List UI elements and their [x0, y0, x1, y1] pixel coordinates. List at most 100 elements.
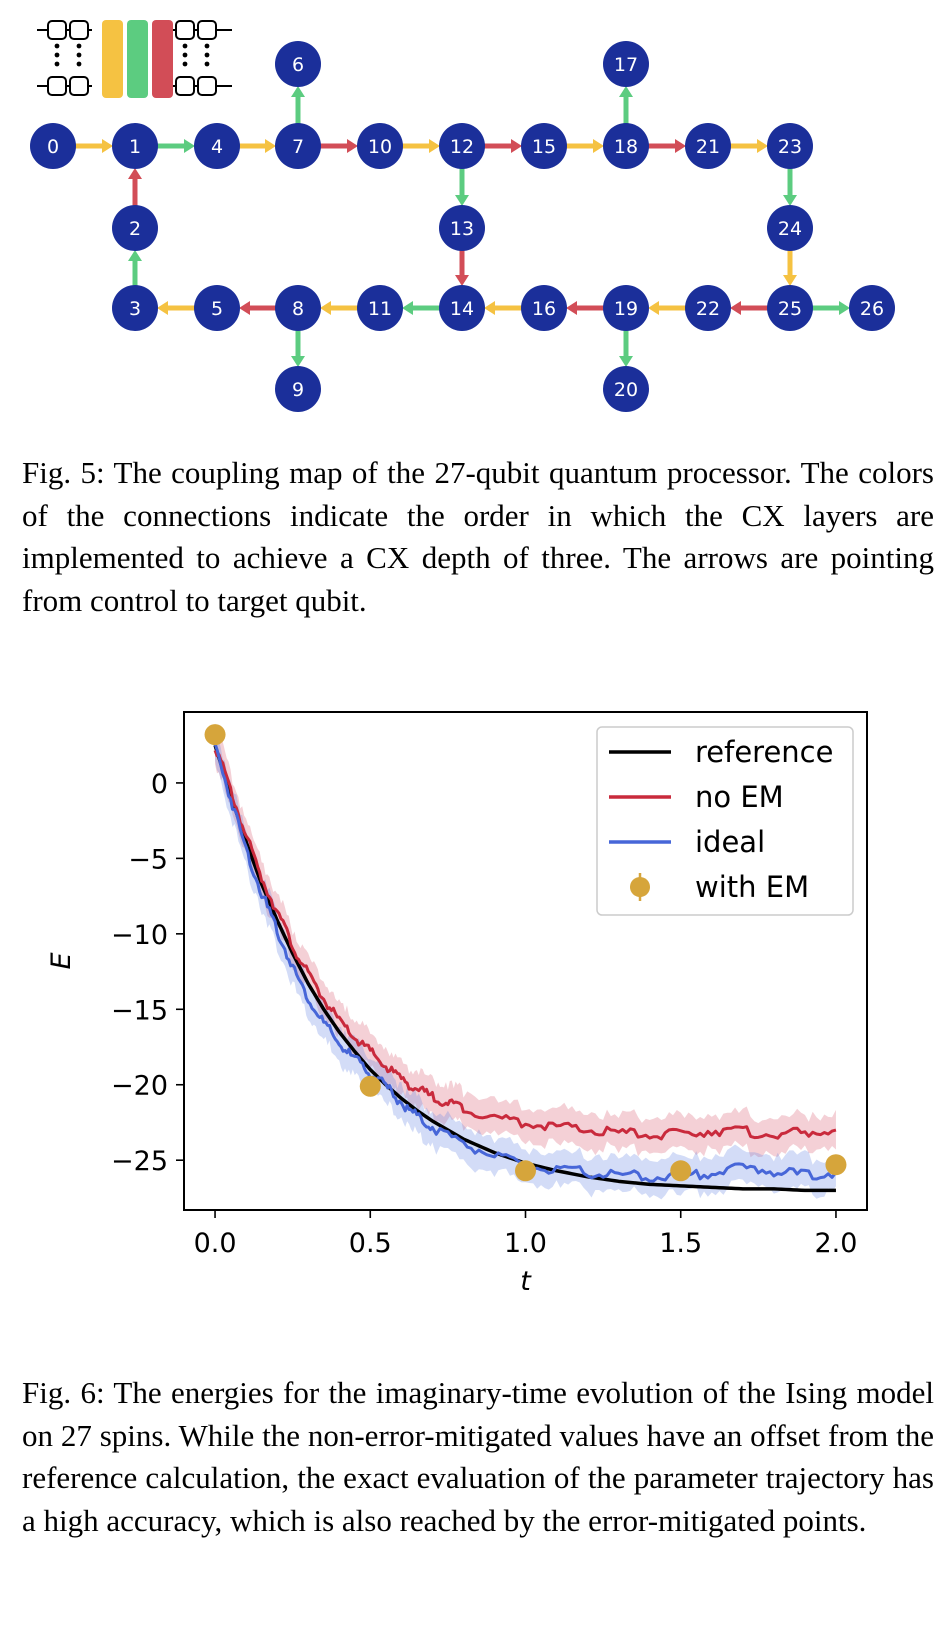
layer-bar-yellow — [102, 20, 123, 98]
qubit-node: 23 — [767, 123, 813, 169]
legend-label: no EM — [695, 780, 784, 814]
qubit-node: 25 — [767, 285, 813, 331]
qubit-node: 17 — [603, 41, 649, 87]
cx-layer-schematic — [37, 20, 232, 98]
qubit-label: 5 — [211, 298, 223, 320]
figure-6-caption: Fig. 6: The energies for the imaginary-t… — [22, 1375, 934, 1538]
series-line-reference — [213, 744, 836, 1193]
qubit-label: 14 — [450, 298, 474, 320]
chart-legend: reference no EM ideal with EM — [596, 726, 854, 916]
coupling-arrow — [566, 301, 604, 315]
coupling-arrow — [783, 250, 797, 286]
qubit-node: 9 — [275, 366, 321, 412]
x-tick-label: 0.0 — [194, 1228, 237, 1259]
coupling-arrow — [730, 301, 768, 315]
qubit-node: 8 — [275, 285, 321, 331]
series-line-ideal — [213, 743, 838, 1183]
coupling-arrow — [455, 250, 469, 286]
qubit-label: 9 — [292, 379, 304, 401]
qubit-node: 20 — [603, 366, 649, 412]
legend-box — [596, 726, 854, 916]
qubit-nodes: 0 123456789101112131415161718192021222324… — [30, 41, 895, 412]
chart-lines — [213, 743, 838, 1193]
qubit-node: 11 — [357, 285, 403, 331]
qubit-label: 13 — [450, 218, 474, 240]
with-em-point — [670, 1160, 692, 1182]
layer-bar-red — [152, 20, 173, 98]
coupling-arrow — [812, 301, 850, 315]
axis-ticks: 0.0 0.5 1.0 1.5 2.0 0 −5 −10 −15 −20 −25 — [111, 769, 857, 1259]
qubit-node: 19 — [603, 285, 649, 331]
x-tick-label: 1.5 — [659, 1228, 702, 1259]
coupling-arrow — [484, 301, 522, 315]
y-tick-label: −10 — [111, 920, 168, 951]
qubit-node: 6 — [275, 41, 321, 87]
coupling-arrow — [648, 301, 686, 315]
qubit-node: 24 — [767, 205, 813, 251]
coupling-arrow — [157, 301, 195, 315]
layer-bar-green — [127, 20, 148, 98]
y-tick-label: −5 — [128, 844, 168, 875]
coupling-arrow — [619, 86, 633, 124]
qubit-node: 5 — [194, 285, 240, 331]
qubit-label: 17 — [614, 54, 638, 76]
coupling-arrow — [291, 86, 305, 124]
x-tick-label: 2.0 — [814, 1228, 857, 1259]
qubit-node: 21 — [685, 123, 731, 169]
with-em-point — [359, 1075, 381, 1097]
qubit-label: 18 — [614, 136, 638, 158]
x-axis-label: t — [520, 1266, 532, 1297]
coupling-arrow — [566, 139, 604, 153]
coupling-arrow — [157, 139, 195, 153]
qubit-label: 0 — [47, 136, 59, 158]
coupling-arrow — [128, 250, 142, 286]
qubit-label: 10 — [368, 136, 392, 158]
y-axis-label: E — [46, 952, 77, 969]
qubit-label: 26 — [860, 298, 884, 320]
coupling-arrow — [402, 139, 440, 153]
coupling-arrow — [291, 330, 305, 367]
qubit-label: 15 — [532, 136, 556, 158]
coupling-arrow — [619, 330, 633, 367]
qubit-label: 4 — [211, 136, 223, 158]
qubit-node: 12 — [439, 123, 485, 169]
qubit-label: 16 — [532, 298, 556, 320]
with-em-point — [515, 1160, 536, 1182]
qubit-node: 10 — [357, 123, 403, 169]
coupling-arrow — [320, 301, 358, 315]
coupling-arrow — [239, 301, 276, 315]
coupling-arrow — [783, 168, 797, 206]
qubit-label: 8 — [292, 298, 304, 320]
coupling-arrow — [128, 168, 142, 206]
y-tick-label: 0 — [151, 769, 168, 800]
qubit-node: 14 — [439, 285, 485, 331]
with-em-point — [825, 1154, 847, 1176]
qubit-label: 6 — [292, 54, 304, 76]
x-tick-label: 0.5 — [349, 1228, 392, 1259]
qubit-node: 2 — [112, 205, 158, 251]
qubit-label: 23 — [778, 136, 802, 158]
qubit-label: 20 — [614, 379, 638, 401]
coupling-arrow — [455, 168, 469, 206]
qubit-node: 15 — [521, 123, 567, 169]
series-line-no-em — [213, 749, 837, 1141]
coupling-edges — [75, 86, 850, 367]
y-tick-label: −20 — [111, 1071, 168, 1102]
legend-label: ideal — [695, 825, 765, 859]
coupling-arrow — [648, 139, 686, 153]
figure-5-caption: Fig. 5: The coupling map of the 27-qubit… — [22, 455, 934, 618]
qubit-label: 19 — [614, 298, 638, 320]
qubit-node: 22 — [685, 285, 731, 331]
qubit-node: 1 — [112, 123, 158, 169]
qubit-label: 7 — [292, 136, 304, 158]
with-em-point — [204, 724, 226, 746]
qubit-node: 13 — [439, 205, 485, 251]
with-em-points — [204, 724, 847, 1182]
y-tick-label: −15 — [111, 995, 168, 1026]
coupling-map-figure: 0 123456789101112131415161718192021222324… — [30, 20, 895, 412]
qubit-label: 3 — [129, 298, 141, 320]
qubit-label: 12 — [450, 136, 474, 158]
qubit-node: 26 — [849, 285, 895, 331]
qubit-node: 0 — [30, 123, 76, 169]
qubit-node: 18 — [603, 123, 649, 169]
